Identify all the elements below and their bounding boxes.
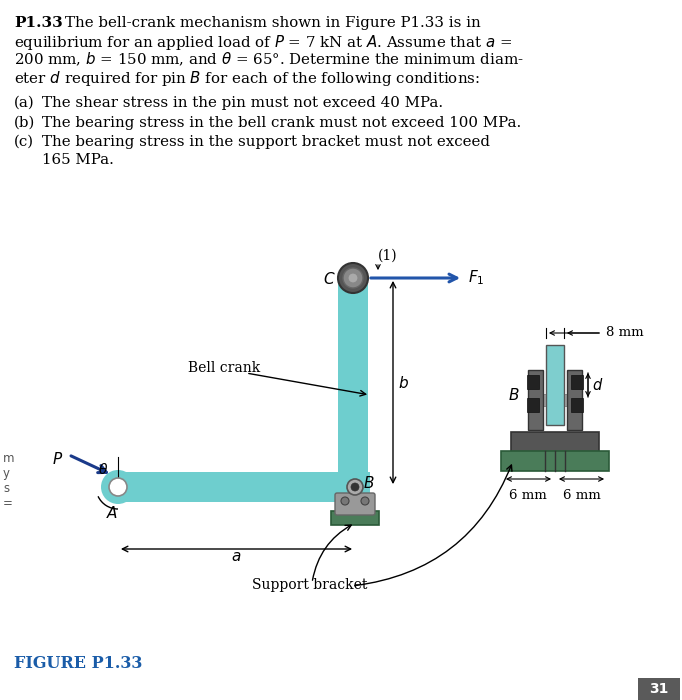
Text: 8 mm: 8 mm xyxy=(606,326,644,340)
FancyBboxPatch shape xyxy=(638,678,680,700)
Text: =: = xyxy=(3,497,13,510)
Text: 31: 31 xyxy=(649,682,668,696)
Text: $P$: $P$ xyxy=(53,451,63,467)
Circle shape xyxy=(351,483,359,491)
Bar xyxy=(118,472,370,502)
Bar xyxy=(527,375,539,389)
Text: eter $d$ required for pin $B$ for each of the following conditions:: eter $d$ required for pin $B$ for each o… xyxy=(14,69,480,88)
Bar xyxy=(528,370,543,430)
Text: (a): (a) xyxy=(14,96,35,110)
Bar xyxy=(567,370,582,430)
Text: y: y xyxy=(3,467,10,480)
Text: m: m xyxy=(3,452,14,465)
Text: (1): (1) xyxy=(379,249,398,263)
Text: FIGURE P1.33: FIGURE P1.33 xyxy=(14,655,143,672)
Bar xyxy=(571,375,583,389)
Bar xyxy=(331,511,379,525)
Bar xyxy=(528,394,582,406)
Bar xyxy=(546,345,564,425)
Text: (b): (b) xyxy=(14,116,35,130)
Circle shape xyxy=(343,268,363,288)
Text: 200 mm, $b$ = 150 mm, and $\theta$ = 65°. Determine the minimum diam-: 200 mm, $b$ = 150 mm, and $\theta$ = 65°… xyxy=(14,51,524,69)
Text: The shear stress in the pin must not exceed 40 MPa.: The shear stress in the pin must not exc… xyxy=(42,96,443,110)
Text: 6 mm: 6 mm xyxy=(509,489,547,502)
Circle shape xyxy=(341,497,349,505)
Text: $F_1$: $F_1$ xyxy=(468,269,484,288)
Circle shape xyxy=(347,479,363,495)
Text: $d$: $d$ xyxy=(592,377,604,393)
Bar xyxy=(501,451,609,471)
Text: The bearing stress in the bell crank must not exceed 100 MPa.: The bearing stress in the bell crank mus… xyxy=(42,116,521,130)
Text: $C$: $C$ xyxy=(323,271,336,287)
Text: s: s xyxy=(3,482,9,495)
Circle shape xyxy=(361,497,369,505)
Circle shape xyxy=(338,263,368,293)
Text: $A$: $A$ xyxy=(106,505,118,521)
Circle shape xyxy=(109,478,127,496)
Bar xyxy=(511,432,599,454)
Text: The bell-crank mechanism shown in Figure P1.33 is in: The bell-crank mechanism shown in Figure… xyxy=(65,16,481,30)
Text: The bearing stress in the support bracket must not exceed: The bearing stress in the support bracke… xyxy=(42,135,490,149)
Text: $b$: $b$ xyxy=(398,374,409,391)
Text: 6 mm: 6 mm xyxy=(563,489,601,502)
Circle shape xyxy=(348,273,358,283)
Text: $B$: $B$ xyxy=(363,475,374,491)
Text: $a$: $a$ xyxy=(231,550,241,564)
Text: $\theta$: $\theta$ xyxy=(98,461,108,477)
Text: $B$: $B$ xyxy=(508,387,520,403)
Bar xyxy=(571,398,583,412)
Bar xyxy=(527,398,539,412)
Text: equilibrium for an applied load of $P$ = 7 kN at $A$. Assume that $a$ =: equilibrium for an applied load of $P$ =… xyxy=(14,34,512,52)
Text: Bell crank: Bell crank xyxy=(188,361,261,375)
Text: P1.33: P1.33 xyxy=(14,16,63,30)
Bar xyxy=(338,278,368,502)
Text: Support bracket: Support bracket xyxy=(252,578,368,592)
Circle shape xyxy=(101,470,135,504)
FancyBboxPatch shape xyxy=(335,493,375,515)
Text: (c): (c) xyxy=(14,135,34,149)
Text: 165 MPa.: 165 MPa. xyxy=(42,153,114,167)
